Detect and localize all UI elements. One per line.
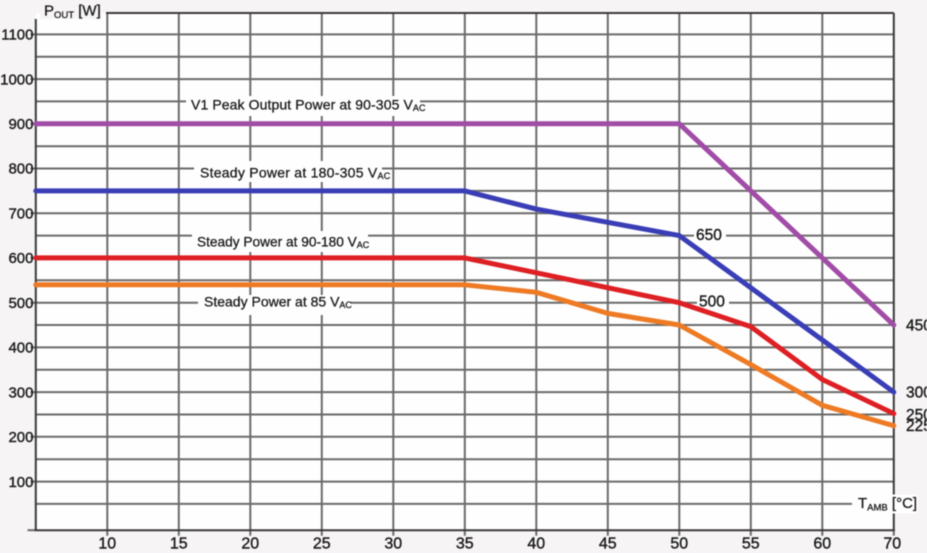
svg-text:300: 300 bbox=[8, 384, 33, 401]
svg-text:70: 70 bbox=[883, 536, 901, 553]
svg-text:35: 35 bbox=[456, 536, 474, 553]
svg-text:15: 15 bbox=[170, 536, 188, 553]
svg-text:Steady Power at 180-305 VAC: Steady Power at 180-305 VAC bbox=[200, 165, 391, 181]
svg-text:25: 25 bbox=[313, 536, 331, 553]
svg-text:1100: 1100 bbox=[1, 27, 33, 44]
svg-text:100: 100 bbox=[8, 474, 33, 491]
svg-text:600: 600 bbox=[8, 250, 33, 267]
svg-text:650: 650 bbox=[696, 227, 722, 244]
svg-text:225: 225 bbox=[906, 418, 927, 435]
svg-text:20: 20 bbox=[241, 536, 259, 553]
svg-text:50: 50 bbox=[670, 536, 688, 553]
svg-text:200: 200 bbox=[8, 429, 33, 446]
svg-text:V1 Peak Output Power at 90-305: V1 Peak Output Power at 90-305 VAC bbox=[191, 97, 426, 113]
svg-text:300: 300 bbox=[906, 385, 927, 402]
svg-text:700: 700 bbox=[8, 205, 33, 222]
svg-text:500: 500 bbox=[8, 295, 33, 312]
svg-text:55: 55 bbox=[742, 536, 760, 553]
svg-text:30: 30 bbox=[384, 536, 402, 553]
svg-text:500: 500 bbox=[699, 294, 725, 311]
svg-text:TAMB [°C]: TAMB [°C] bbox=[858, 495, 917, 514]
svg-text:450: 450 bbox=[906, 317, 927, 334]
svg-text:10: 10 bbox=[98, 536, 116, 553]
svg-text:45: 45 bbox=[599, 536, 617, 553]
svg-text:60: 60 bbox=[813, 536, 831, 553]
svg-text:Steady Power at 90-180 VAC: Steady Power at 90-180 VAC bbox=[197, 235, 370, 250]
svg-text:900: 900 bbox=[8, 116, 33, 133]
svg-text:400: 400 bbox=[8, 340, 33, 357]
svg-text:40: 40 bbox=[527, 536, 545, 553]
svg-text:250: 250 bbox=[906, 407, 927, 424]
svg-text:800: 800 bbox=[8, 161, 33, 178]
svg-text:1000: 1000 bbox=[0, 71, 33, 88]
svg-text:Steady Power at 85 VAC: Steady Power at 85 VAC bbox=[204, 294, 352, 310]
